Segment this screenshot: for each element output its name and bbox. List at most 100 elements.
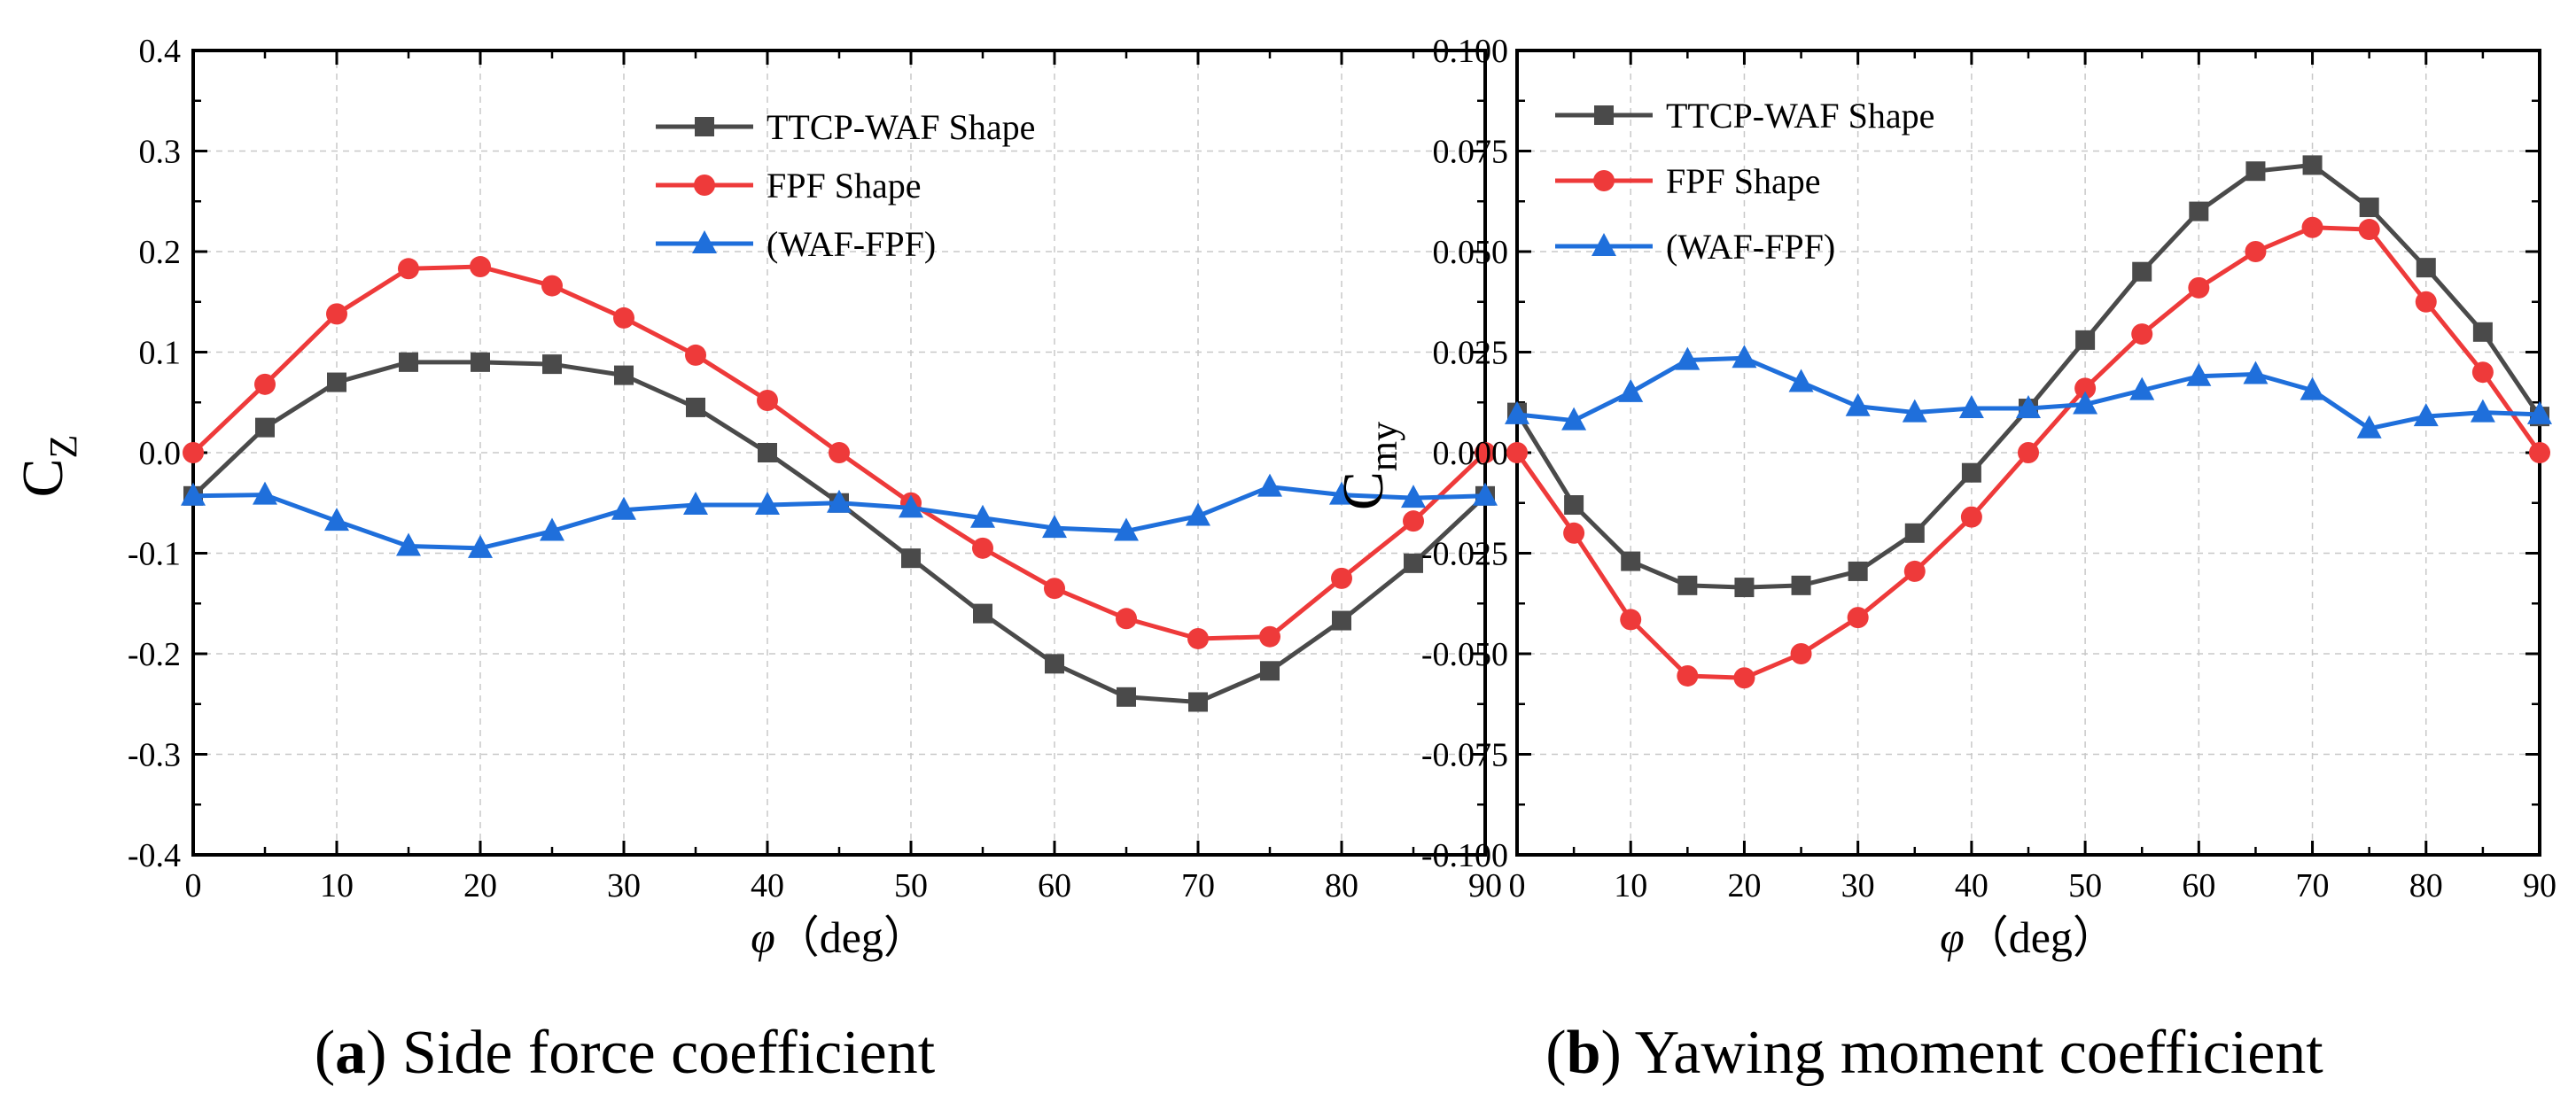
x-tick-label: 20: [1727, 867, 1761, 904]
x-tick-label: 0: [185, 867, 202, 904]
y-tick-label: 0.100: [1433, 33, 1509, 70]
data-point: [2415, 291, 2437, 313]
data-point: [901, 548, 921, 569]
legend-entry: TTCP-WAF Shape: [1555, 96, 1934, 136]
data-point: [2529, 442, 2550, 463]
y-tick-label: 0.025: [1433, 335, 1509, 372]
y-tick-label: -0.050: [1421, 636, 1508, 673]
y-tick-label: -0.2: [128, 636, 181, 673]
data-point: [1044, 578, 1065, 600]
y-tick-label: 0.3: [139, 134, 182, 171]
data-point: [1188, 692, 1208, 712]
y-tick-label: 0.050: [1433, 234, 1509, 271]
data-point: [1958, 395, 1984, 419]
legend-marker: [695, 117, 714, 136]
caption: (b) Yawing moment coefficient: [1545, 1019, 2323, 1087]
data-point: [1677, 575, 1698, 595]
data-point: [1257, 473, 1282, 497]
data-point: [1788, 369, 1814, 392]
data-point: [758, 443, 777, 462]
data-point: [1677, 664, 1699, 687]
data-point: [471, 352, 490, 372]
legend-marker: [1593, 170, 1615, 191]
x-tick-label: 40: [1955, 867, 1988, 904]
legend-marker: [1592, 233, 1616, 256]
y-axis-label: CZ: [11, 435, 85, 498]
caption-text: Side force coefficient: [402, 1019, 936, 1087]
legend-marker: [1594, 105, 1614, 125]
x-axis-unit: （deg）: [775, 912, 928, 962]
x-axis-unit: （deg）: [1965, 912, 2117, 962]
data-point: [1505, 400, 1529, 424]
x-tick-label: 80: [2409, 867, 2443, 904]
legend-marker: [694, 175, 715, 196]
x-tick-label: 30: [607, 867, 641, 904]
data-point: [398, 258, 419, 280]
data-point: [1675, 346, 1700, 370]
series-fpf-shape: [1506, 216, 2550, 689]
data-point: [2356, 415, 2382, 438]
legend-entry: TTCP-WAF Shape: [656, 107, 1035, 147]
axis-ticks: [191, 49, 1487, 857]
data-point: [1259, 625, 1280, 648]
y-tick-label: -0.100: [1421, 837, 1508, 874]
data-point: [1329, 481, 1354, 505]
series-waf-fpf: [181, 473, 1498, 558]
data-point: [829, 442, 850, 463]
y-tick-label: -0.025: [1421, 536, 1508, 573]
data-point: [1042, 515, 1067, 539]
data-point: [399, 352, 418, 372]
data-point: [1475, 442, 1496, 463]
legend: TTCP-WAF Shape FPF Shape (WAF-FPF): [1555, 96, 1934, 267]
data-point: [970, 504, 995, 528]
data-point: [2470, 399, 2495, 423]
chart-side-force: 0 10 20 30 40 50 60 70 80 90 -0.4 -0.3 -0.2 -0.1 0.0 0.…: [11, 33, 1502, 1087]
caption: (a) Side force coefficient: [315, 1019, 936, 1087]
data-point: [1791, 575, 1811, 595]
data-point: [1734, 578, 1755, 598]
data-point: [1114, 517, 1139, 541]
data-point: [1564, 495, 1584, 516]
series-waf-fpf: [1505, 345, 2552, 438]
x-axis-symbol: φ: [1940, 912, 1965, 962]
data-point: [2245, 161, 2266, 182]
data-point: [1260, 661, 1280, 681]
data-point: [2132, 261, 2152, 282]
data-point: [686, 397, 705, 417]
legend-label: FPF Shape: [767, 166, 922, 206]
data-point: [326, 303, 347, 325]
data-point: [685, 344, 706, 366]
data-point: [1473, 482, 1498, 506]
data-point: [613, 307, 634, 329]
data-point: [1186, 502, 1210, 526]
data-point: [2471, 361, 2494, 384]
data-point: [324, 508, 349, 532]
data-point: [1732, 345, 1757, 369]
x-tick-label: 10: [320, 867, 354, 904]
y-tick-label: -0.075: [1421, 737, 1508, 774]
data-point: [254, 373, 276, 395]
x-axis-label: φ（deg）: [751, 912, 928, 962]
data-point: [1506, 442, 1528, 463]
data-point: [2018, 442, 2039, 463]
data-point: [2302, 155, 2323, 175]
data-point: [827, 489, 852, 513]
chart-yawing-moment: 0 10 20 30 40 50 60 70 80 90-0.100-0.075-0.050-0.…: [1331, 33, 2557, 1087]
data-point: [2131, 323, 2153, 345]
y-axis-symbol: C: [11, 458, 75, 497]
caption-text: Yawing moment coefficient: [1635, 1019, 2324, 1087]
legend-entry: FPF Shape: [656, 166, 922, 206]
x-tick-label: 40: [751, 867, 784, 904]
caption-letter: b: [1567, 1019, 1601, 1087]
data-point: [1563, 522, 1585, 544]
data-point: [470, 256, 491, 278]
data-point: [1790, 643, 1812, 664]
data-point: [2245, 241, 2267, 262]
caption-open: (: [1545, 1019, 1566, 1087]
data-point: [1116, 608, 1137, 630]
data-point: [2358, 219, 2380, 241]
data-point: [1621, 551, 1641, 571]
y-tick-label: 0.4: [139, 33, 182, 70]
data-point: [1187, 627, 1209, 649]
x-tick-label: 10: [1614, 867, 1647, 904]
